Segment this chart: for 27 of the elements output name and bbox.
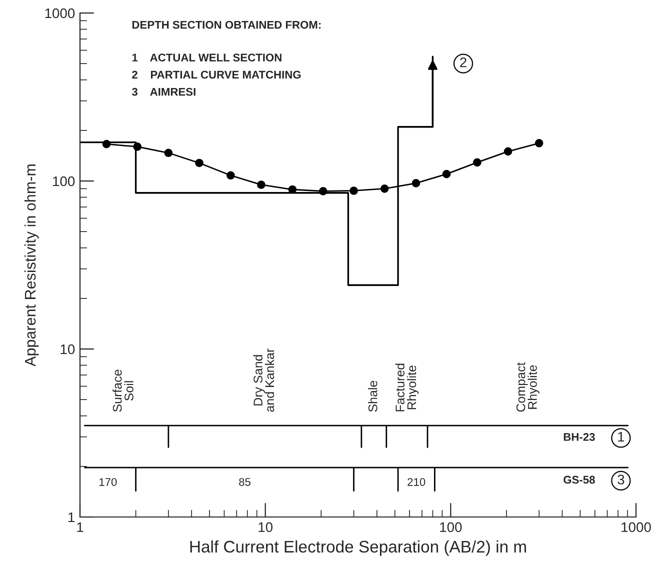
x-tick-label: 1 bbox=[77, 522, 84, 532]
annotation: 2 PARTIAL CURVE MATCHING bbox=[132, 70, 301, 79]
x-tick-label: 10 bbox=[258, 522, 273, 532]
annotation: 1 ACTUAL WELL SECTION bbox=[132, 54, 282, 62]
annotation: Dry Sand and Kankar bbox=[253, 348, 274, 412]
x-axis-title: Half Current Electrode Separation (AB/2) in m bbox=[190, 540, 526, 556]
y-tick-label: 1000 bbox=[45, 8, 75, 18]
annotation: Compact Rhyolite bbox=[516, 362, 540, 412]
annotation: Surface Soil bbox=[112, 370, 134, 412]
annotation: Factured Rhyolite bbox=[395, 364, 419, 412]
y-tick-label: 10 bbox=[60, 344, 75, 354]
annotation: 210 bbox=[408, 478, 426, 486]
annotation: 3 AIMRESI bbox=[132, 88, 196, 96]
y-tick-label: 100 bbox=[53, 176, 75, 186]
annotation: 1 bbox=[618, 432, 624, 442]
annotation: Shale bbox=[368, 380, 378, 412]
annotation: 85 bbox=[239, 478, 250, 486]
x-tick-label: 100 bbox=[440, 522, 462, 532]
annotation: 3 bbox=[618, 474, 624, 484]
legend-label: GS-58 bbox=[564, 476, 595, 484]
annotation: 170 bbox=[99, 478, 117, 486]
y-tick-label: 1 bbox=[68, 512, 74, 522]
x-tick-label: 1000 bbox=[622, 522, 651, 532]
y-axis-title: Apparent Resistivity in ohm-m bbox=[24, 164, 39, 366]
annotation: 2 bbox=[460, 57, 466, 68]
legend-label: BH-23 bbox=[564, 433, 595, 441]
annotation: DEPTH SECTION OBTAINED FROM: bbox=[132, 20, 321, 29]
